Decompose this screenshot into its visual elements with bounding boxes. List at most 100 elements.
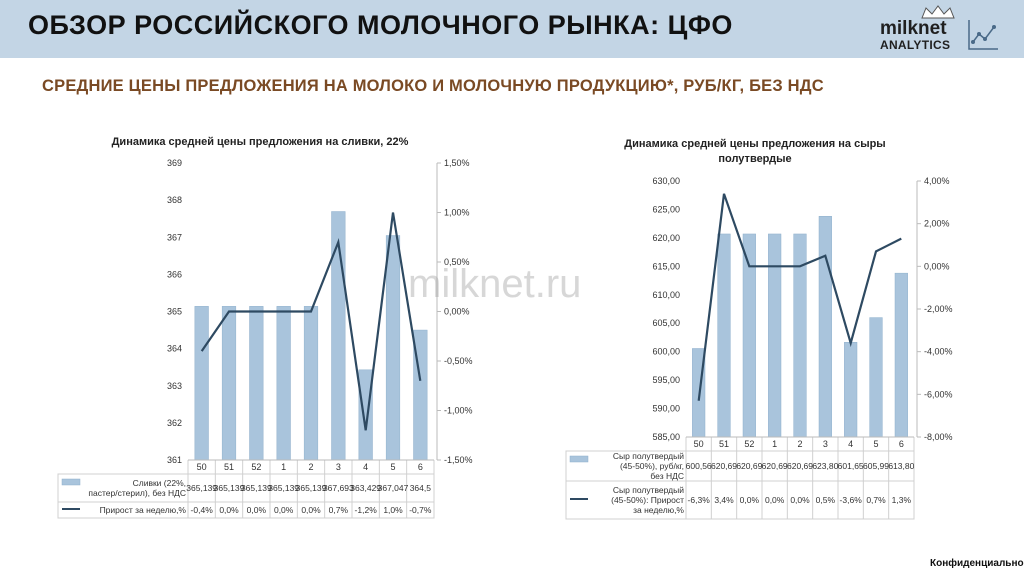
c1-legend-bar-name: Сливки (22%, пастер/стерил), без НДС (88, 478, 186, 498)
c2-y-right-tick: -6,00% (924, 389, 953, 399)
c2-bar-value-label: 620,69 (787, 461, 813, 471)
c2-x-tick: 3 (823, 439, 828, 449)
c2-x-tick: 50 (694, 439, 704, 449)
c1-x-tick: 3 (336, 462, 341, 472)
c1-x-tick: 1 (281, 462, 286, 472)
c1-x-tick: 50 (197, 462, 207, 472)
c1-bar-value-label: 365,139 (296, 483, 327, 493)
c2-bar-value-label: 605,99 (863, 461, 889, 471)
c2-bar-value-label: 620,69 (762, 461, 788, 471)
c1-growth-value-label: 1,0% (383, 505, 403, 515)
c2-x-tick: 6 (899, 439, 904, 449)
c1-bar-value-label: 365,139 (214, 483, 245, 493)
c1-y-right-tick: 0,00% (444, 307, 470, 317)
logo-sub: ANALYTICS (880, 38, 951, 52)
c1-bar-value-label: 365,139 (268, 483, 299, 493)
c1-y-right-tick: 1,00% (444, 208, 470, 218)
c2-growth-value-label: -6,3% (688, 495, 711, 505)
c1-y-left-tick: 362 (167, 418, 182, 428)
c1-x-tick: 5 (390, 462, 395, 472)
c1-y-right-tick: 1,50% (444, 158, 470, 168)
c2-y-right-tick: 4,00% (924, 176, 950, 186)
c2-y-left-tick: 600,00 (652, 347, 680, 357)
c1-growth-value-label: -0,7% (409, 505, 432, 515)
c1-bar-value-label: 367,047 (378, 483, 409, 493)
crown-icon (921, 5, 955, 19)
c1-growth-value-label: 0,0% (301, 505, 321, 515)
c2-bar-value-label: 600,56 (686, 461, 712, 471)
c1-bar-value-label: 363,429 (350, 483, 381, 493)
c2-y-left-tick: 615,00 (652, 261, 680, 271)
c1-y-left-tick: 366 (167, 269, 182, 279)
c2-x-tick: 2 (797, 439, 802, 449)
c2-growth-value-label: 0,0% (765, 495, 785, 505)
c1-bar-value-label: 365,139 (186, 483, 217, 493)
c2-bar-value-label: 623,80 (812, 461, 838, 471)
c1-y-right-tick: -0,50% (444, 356, 473, 366)
c1-x-tick: 4 (363, 462, 368, 472)
c2-bar (869, 317, 883, 438)
c1-growth-value-label: 0,0% (247, 505, 267, 515)
c1-bar-value-label: 365,139 (241, 483, 272, 493)
c1-x-tick: 51 (224, 462, 234, 472)
c2-growth-value-label: -3,6% (840, 495, 863, 505)
page-title: ОБЗОР РОССИЙСКОГО МОЛОЧНОГО РЫНКА: ЦФО (28, 10, 733, 40)
c2-bar (894, 272, 908, 438)
chart-1-title: Динамика средней цены предложения на сли… (111, 136, 409, 148)
milknet-logo: milknet ANALYTICS (880, 4, 1020, 56)
c2-bar-value-label: 613,80 (888, 461, 914, 471)
c2-y-left-tick: 585,00 (652, 432, 680, 442)
analytics-graph-icon (968, 20, 998, 50)
c1-y-left-tick: 361 (167, 455, 182, 465)
c2-x-tick: 1 (772, 439, 777, 449)
c1-growth-value-label: 0,0% (274, 505, 294, 515)
c2-bar-value-label: 620,69 (736, 461, 762, 471)
c1-y-left-tick: 368 (167, 195, 182, 205)
c2-y-left-tick: 590,00 (652, 404, 680, 414)
c2-y-right-tick: 2,00% (924, 219, 950, 229)
c1-bar-value-label: 364,5 (410, 483, 432, 493)
c2-growth-line (697, 193, 902, 401)
c2-bar-value-label: 620,69 (711, 461, 737, 471)
c2-bar (717, 233, 731, 438)
c2-y-left-tick: 595,00 (652, 375, 680, 385)
c2-x-tick: 52 (744, 439, 754, 449)
c1-y-right-tick: 0,50% (444, 257, 470, 267)
c2-y-left-tick: 630,00 (652, 176, 680, 186)
c2-growth-value-label: 0,0% (790, 495, 810, 505)
c2-y-left-tick: 610,00 (652, 290, 680, 300)
confidential-label: Конфиденциально (930, 558, 1024, 569)
c2-x-tick: 5 (873, 439, 878, 449)
c2-growth-value-label: 0,5% (816, 495, 836, 505)
c2-y-right-tick: 0,00% (924, 261, 950, 271)
c1-y-left-tick: 367 (167, 232, 182, 242)
section-subtitle: СРЕДНИЕ ЦЕНЫ ПРЕДЛОЖЕНИЯ НА МОЛОКО И МОЛ… (42, 77, 824, 95)
c2-growth-value-label: 0,0% (740, 495, 760, 505)
c2-growth-value-label: 3,4% (714, 495, 734, 505)
watermark: milknet.ru (408, 262, 582, 306)
c2-growth-value-label: 1,3% (892, 495, 912, 505)
c2-bar (844, 342, 858, 438)
c1-growth-value-label: 0,0% (219, 505, 239, 515)
c2-growth-value-label: 0,7% (866, 495, 886, 505)
c2-legend-line-name: Сыр полутвердый (45-50%): Прирост за недел… (611, 485, 684, 515)
c1-x-tick: 52 (251, 462, 261, 472)
chart-2-title: Динамика средней цены предложения на сыр… (624, 138, 886, 165)
c2-bar (768, 233, 782, 438)
c2-x-tick: 4 (848, 439, 853, 449)
c2-y-left-tick: 605,00 (652, 318, 680, 328)
c2-y-right-tick: -8,00% (924, 432, 953, 442)
c2-legend-bar-key (569, 455, 589, 463)
c2-legend-bar-name: Сыр полутвердый (45-50%), руб/кг, без НДС (613, 451, 684, 481)
logo-name: milknet (880, 18, 947, 39)
c2-y-right-tick: -4,00% (924, 347, 953, 357)
c2-y-left-tick: 620,00 (652, 233, 680, 243)
c1-x-tick: 6 (418, 462, 423, 472)
c1-x-tick: 2 (308, 462, 313, 472)
c2-x-tick: 51 (719, 439, 729, 449)
c1-growth-line (200, 212, 422, 431)
c1-y-right-tick: -1,50% (444, 455, 473, 465)
c1-growth-value-label: -1,2% (355, 505, 378, 515)
